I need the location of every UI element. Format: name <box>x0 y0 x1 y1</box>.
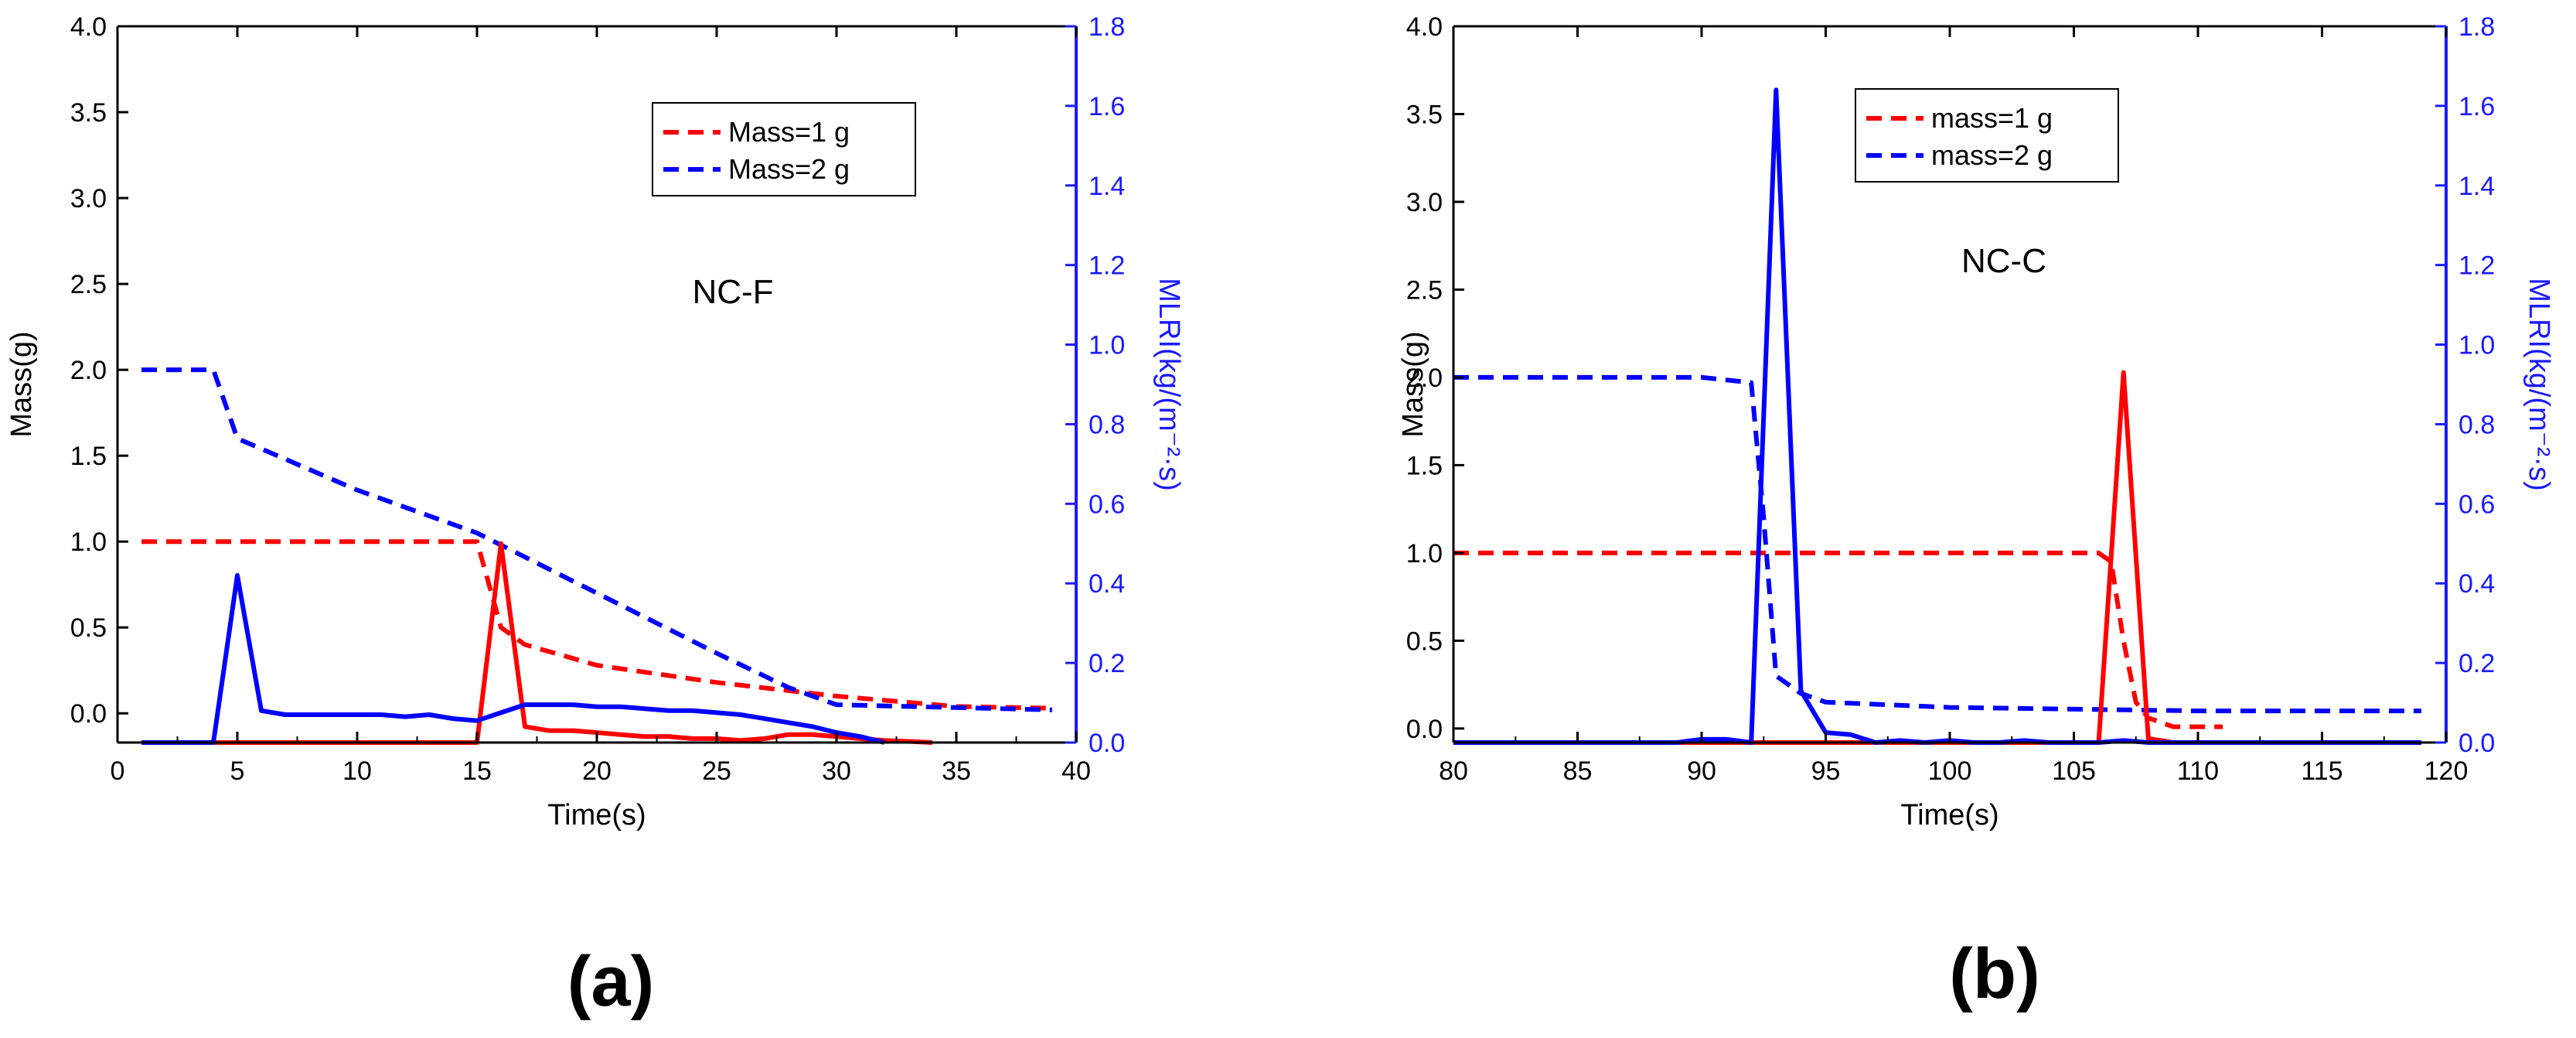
y-tick-label: 1.0 <box>70 528 107 557</box>
y2-axis-label: MLRI(kg/(m⁻²·s) <box>2523 278 2555 490</box>
x-tick-label: 15 <box>462 756 492 786</box>
y2-tick-label: 1.4 <box>1089 172 1125 201</box>
y2-tick-label: 0.6 <box>2458 490 2495 519</box>
legend: Mass=1 g Mass=2 g <box>652 102 916 196</box>
x-tick-label: 10 <box>342 756 372 786</box>
x-tick-label: 80 <box>1439 756 1468 786</box>
y-tick-label: 1.5 <box>1406 451 1443 480</box>
x-tick-label: 85 <box>1563 756 1593 786</box>
y-axis-label: Mass(g) <box>5 331 38 437</box>
y-tick-label: 1.5 <box>70 442 107 471</box>
x-tick-label: 120 <box>2424 756 2469 786</box>
legend-box <box>1855 88 2119 183</box>
y2-tick-label: 0.8 <box>2458 410 2495 439</box>
x-tick-label: 115 <box>2301 756 2343 786</box>
x-tick-label: 5 <box>230 756 245 786</box>
y-tick-label: 0.0 <box>70 699 107 729</box>
legend-entry: Mass=2 g <box>728 153 850 185</box>
series-line-1 <box>141 367 1053 712</box>
y-tick-label: 4.0 <box>1406 12 1443 42</box>
chart-panel-b: 80 85 90 95 100 105 110 115 1200.00.51.01.52.02.… <box>1397 12 2555 1013</box>
y-tick-label: 3.0 <box>70 184 107 213</box>
series-line-0 <box>1453 550 2223 729</box>
chart-annotation: NC-F <box>692 273 773 311</box>
x-tick-label: 30 <box>822 756 851 786</box>
y-tick-label: 4.0 <box>70 12 107 42</box>
x-tick-label: 25 <box>702 756 731 786</box>
chart-annotation: NC-C <box>1961 242 2046 280</box>
y2-tick-label: 0.6 <box>1089 490 1125 519</box>
legend: mass=1 g mass=2 g <box>1855 88 2119 183</box>
x-tick-label: 35 <box>942 756 971 786</box>
x-tick-label: 100 <box>1928 756 1972 786</box>
y-tick-label: 2.0 <box>70 356 107 385</box>
y2-tick-label: 0.4 <box>1089 569 1125 599</box>
legend-entry: mass=2 g <box>1931 139 2053 171</box>
legend-box <box>652 102 916 196</box>
y2-tick-label: 0.8 <box>1089 410 1125 439</box>
y2-axis-label: MLRI(kg/(m⁻²·s) <box>1153 278 1185 490</box>
y2-tick-label: 0.0 <box>2458 729 2495 758</box>
y-tick-label: 0.5 <box>1406 627 1443 656</box>
x-tick-label: 90 <box>1687 756 1716 786</box>
chart-panel-a: 0 5 10 15 20 25 30 35 400.00.51.01.52.02.53.03.5… <box>5 12 1185 1021</box>
y2-tick-label: 1.6 <box>2458 92 2495 121</box>
legend-entry: Mass=1 g <box>728 116 850 148</box>
legend-entry: mass=1 g <box>1931 102 2053 134</box>
series-line-3 <box>141 572 885 745</box>
x-axis-label: Time(s) <box>547 799 646 831</box>
y2-tick-label: 1.8 <box>1089 12 1125 42</box>
y-tick-label: 1.0 <box>1406 539 1443 569</box>
x-tick-label: 110 <box>2177 756 2219 786</box>
panel-label: (b) <box>1949 934 2039 1013</box>
x-tick-label: 105 <box>2052 756 2096 786</box>
y-tick-label: 0.0 <box>1406 715 1443 744</box>
x-tick-label: 0 <box>111 756 125 786</box>
y2-tick-label: 0.4 <box>2458 569 2495 599</box>
y-tick-label: 3.5 <box>70 98 107 128</box>
series-line-1 <box>1453 374 2421 714</box>
y-tick-label: 2.0 <box>1406 364 1443 393</box>
x-axis-label: Time(s) <box>1900 799 1998 831</box>
y2-tick-label: 0.2 <box>1089 649 1125 678</box>
y2-tick-label: 1.2 <box>1089 251 1125 281</box>
series-line-3 <box>1453 87 2421 745</box>
y-tick-label: 2.5 <box>1406 275 1443 305</box>
y2-tick-label: 0.2 <box>2458 649 2495 678</box>
x-tick-label: 95 <box>1811 756 1841 786</box>
y2-tick-label: 1.0 <box>1089 331 1125 360</box>
x-tick-label: 20 <box>582 756 612 786</box>
panel-label: (a) <box>567 942 654 1021</box>
y-tick-label: 3.5 <box>1406 100 1443 129</box>
y2-tick-label: 1.2 <box>2458 251 2495 281</box>
y-tick-label: 0.5 <box>70 613 107 643</box>
x-tick-label: 40 <box>1061 756 1091 786</box>
y2-tick-label: 1.0 <box>2458 331 2495 360</box>
series-line-2 <box>141 541 933 745</box>
y2-tick-label: 0.0 <box>1089 729 1125 758</box>
y-tick-label: 3.0 <box>1406 188 1443 217</box>
y2-tick-label: 1.8 <box>2458 12 2495 42</box>
series-line-0 <box>141 539 1053 711</box>
y-axis-label: Mass(g) <box>1397 331 1429 437</box>
y2-tick-label: 1.4 <box>2458 172 2495 201</box>
y2-tick-label: 1.6 <box>1089 92 1125 121</box>
y-tick-label: 2.5 <box>70 270 107 299</box>
